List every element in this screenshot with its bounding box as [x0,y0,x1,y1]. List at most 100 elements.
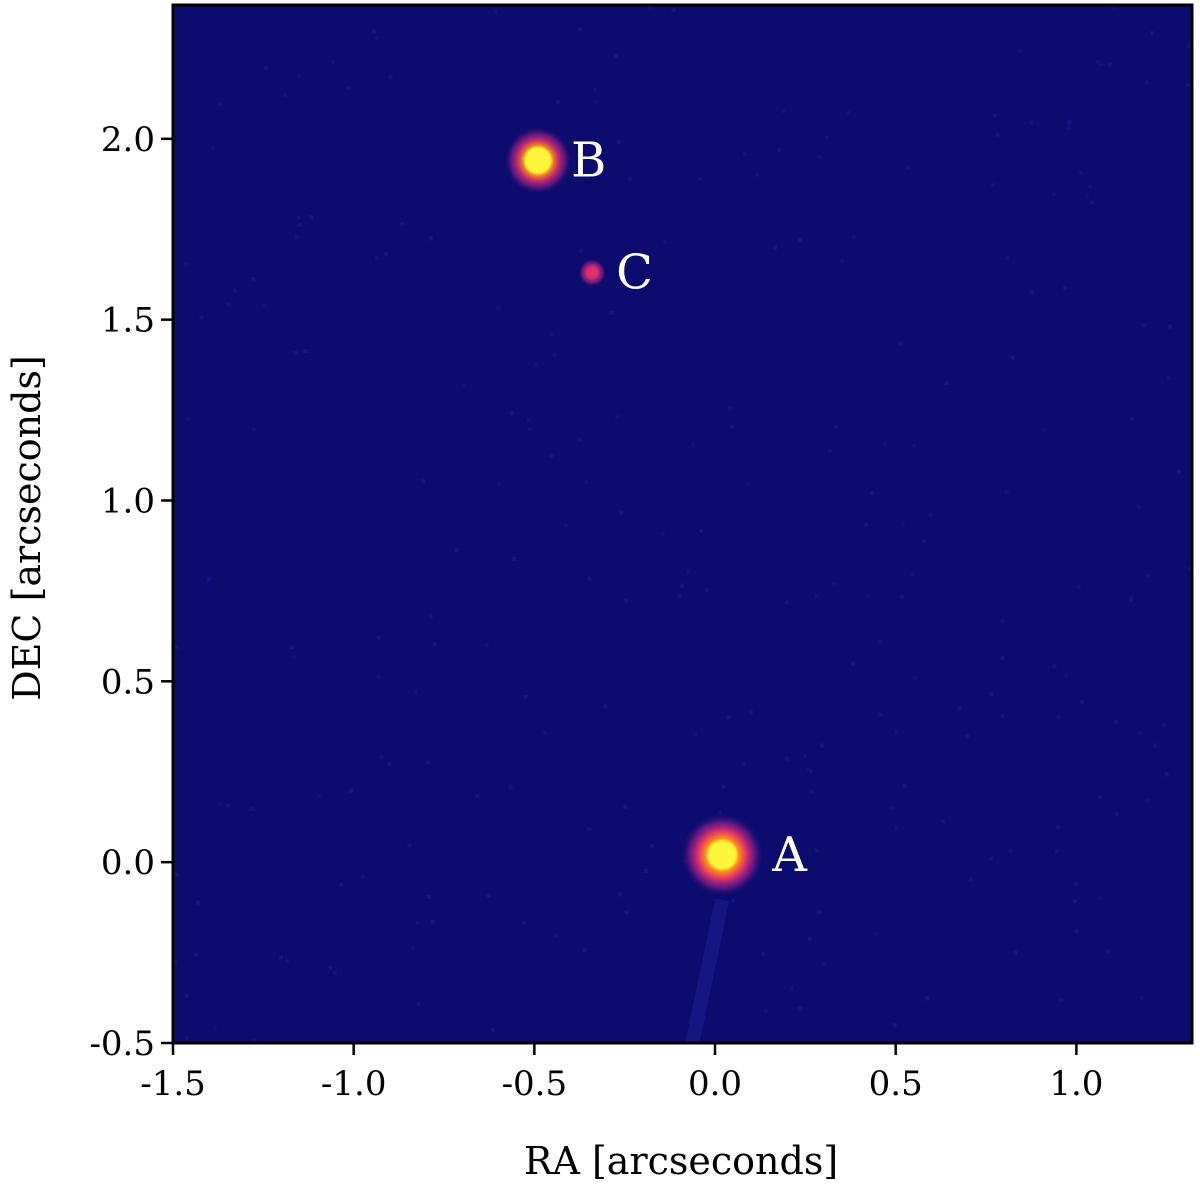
noise-pixel [431,920,436,924]
noise-pixel [728,406,733,411]
noise-pixel [679,583,684,588]
noise-pixel [894,729,899,734]
noise-pixel [249,807,254,812]
noise-pixel [797,238,802,243]
noise-pixel [894,825,899,830]
noise-pixel [803,754,808,759]
noise-pixel [1063,285,1068,290]
noise-pixel [584,479,589,484]
noise-pixel [232,288,237,293]
noise-pixel [1138,731,1143,736]
noise-pixel [649,843,654,848]
noise-pixel [425,760,430,765]
noise-pixel [865,593,870,598]
noise-pixel [454,548,459,553]
y-tick-label: 1.5 [101,301,155,341]
noise-pixel [1000,656,1005,660]
noise-pixel [486,893,491,898]
source-a-label: A [771,827,808,883]
y-axis-label: DEC [arcseconds] [5,355,49,701]
x-tick-label: -1.5 [140,1064,206,1104]
noise-pixel [484,642,489,647]
noise-pixel [831,582,836,587]
noise-pixel [196,900,200,905]
noise-pixel [490,1027,495,1032]
noise-pixel [1186,43,1191,48]
noise-pixel [965,734,970,739]
noise-pixel [603,704,608,709]
noise-pixel [226,803,231,808]
noise-pixel [1059,997,1064,1002]
noise-pixel [283,93,288,98]
noise-pixel [989,692,994,696]
noise-pixel [609,311,614,316]
noise-pixel [1004,489,1009,494]
noise-pixel [991,182,995,187]
noise-pixel [210,146,215,151]
noise-pixel [577,437,582,442]
noise-pixel [583,947,587,952]
heatmap-background [173,5,1192,1043]
noise-pixel [624,598,629,603]
noise-pixel [663,240,668,245]
noise-pixel [279,955,284,960]
noise-pixel [183,262,188,267]
noise-pixel [1099,62,1104,66]
noise-pixel [957,706,962,711]
noise-pixel [730,424,735,429]
noise-pixel [697,176,702,181]
noise-pixel [1105,949,1110,954]
noise-pixel [522,921,527,926]
noise-pixel [303,348,308,353]
noise-pixel [1055,825,1060,830]
noise-pixel [1042,428,1046,433]
noise-pixel [379,755,384,760]
noise-pixel [184,1036,189,1041]
noise-pixel [1129,595,1133,599]
noise-pixel [1072,899,1077,904]
noise-pixel [252,1039,257,1044]
x-tick-label: 0.5 [869,1064,923,1104]
noise-pixel [921,539,926,544]
noise-pixel [892,1023,897,1028]
noise-pixel [400,221,404,226]
noise-pixel [1005,256,1010,261]
noise-pixel [746,482,751,487]
noise-pixel [218,802,223,807]
noise-pixel [902,783,907,788]
noise-pixel [993,113,997,118]
y-tick-label: -0.5 [89,1024,155,1064]
noise-pixel [185,417,190,422]
x-tick-label: -1.0 [321,1064,387,1104]
noise-pixel [628,177,633,182]
noise-pixel [1107,62,1112,67]
noise-pixel [864,522,869,527]
noise-pixel [1090,200,1095,205]
noise-pixel [822,962,826,967]
noise-pixel [699,529,704,534]
noise-pixel [808,769,813,774]
noise-pixel [523,694,528,699]
noise-pixel [817,154,822,159]
noise-pixel [1098,895,1103,900]
noise-pixel [617,139,621,144]
noise-pixel [623,804,628,809]
noise-pixel [613,54,618,59]
noise-pixel [878,712,883,717]
y-tick-label: 1.0 [101,481,155,521]
noise-pixel [925,996,930,1001]
noise-pixel [1052,192,1057,196]
noise-pixel [594,99,599,104]
noise-pixel [726,715,731,720]
noise-pixel [526,418,531,423]
noise-pixel [577,27,582,32]
noise-pixel [1166,376,1171,381]
noise-pixel [587,827,592,832]
noise-pixel [806,767,811,772]
noise-pixel [289,645,294,650]
noise-pixel [297,223,302,228]
noise-pixel [1074,929,1079,934]
noise-pixel [1013,950,1018,955]
noise-pixel [814,848,819,853]
